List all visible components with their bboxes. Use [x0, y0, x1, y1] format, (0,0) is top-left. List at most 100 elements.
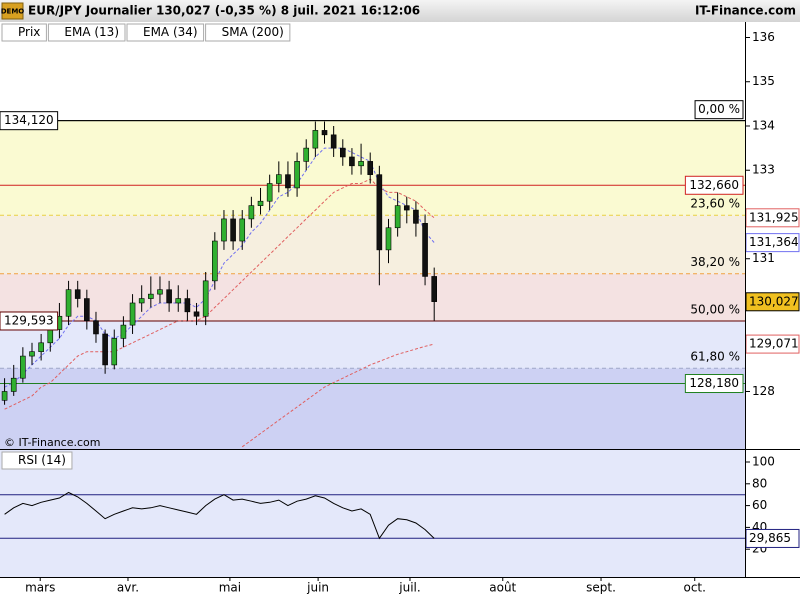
- price-tag: 29,865: [749, 531, 791, 545]
- candle-body: [285, 174, 291, 189]
- candle-body: [239, 218, 246, 242]
- indicator-line: [241, 343, 435, 448]
- y-tick-label: 135: [752, 74, 775, 88]
- candle-body: [376, 174, 383, 251]
- legend-box: [1, 23, 47, 42]
- legend-label: Prix: [18, 25, 40, 39]
- fib-tag-box: [694, 100, 744, 120]
- rsi-line: [4, 491, 435, 540]
- title-bar: [0, 0, 800, 22]
- candle-body: [431, 276, 438, 302]
- legend-box: [205, 23, 291, 42]
- candle-body: [47, 329, 54, 344]
- candle-body: [321, 130, 328, 136]
- y-tick-label: 60: [752, 498, 767, 512]
- candle-body: [74, 289, 81, 299]
- candle-body: [84, 298, 90, 321]
- candle-body: [202, 280, 209, 317]
- fib-label: 38,20 %: [690, 255, 740, 269]
- candle-body: [257, 200, 264, 206]
- level-tag: 129,593: [0, 311, 59, 331]
- x-tick-label: août: [489, 581, 516, 595]
- candle-body: [1, 391, 8, 401]
- chart-title: EUR/JPY Journalier 130,027 (-0,35 %) 8 j…: [28, 4, 420, 18]
- candle-body: [266, 183, 273, 202]
- x-tick-label: oct.: [683, 581, 705, 595]
- fib-tag: 61,80 %: [690, 350, 740, 364]
- candle-body: [38, 342, 44, 352]
- fib-band: [0, 215, 745, 274]
- candle-body: [422, 223, 428, 277]
- candle-body: [339, 147, 346, 158]
- badge-box: [1, 2, 24, 20]
- fib-tag: 38,20 %: [690, 255, 740, 269]
- candle-body: [276, 174, 282, 184]
- candle-body: [157, 289, 163, 295]
- candle-body: [367, 161, 374, 175]
- badge: DEMO: [1, 8, 25, 16]
- fib-tag: 0,00 %: [694, 100, 744, 120]
- candle-body: [120, 324, 127, 339]
- panel-background: [0, 450, 745, 577]
- watermark: © IT-Finance.com: [4, 436, 101, 449]
- candle-body: [111, 338, 118, 366]
- indicator-line: [4, 178, 435, 410]
- candle-body: [10, 377, 17, 392]
- candle-body: [394, 205, 401, 229]
- candle-body: [20, 355, 26, 379]
- candle-body: [248, 205, 255, 220]
- x-tick-label: sept.: [586, 581, 616, 595]
- y-tick-label: 80: [752, 476, 767, 490]
- x-tick-label: avr.: [117, 581, 139, 595]
- legend-box: [1, 451, 73, 470]
- candle-body: [312, 130, 319, 149]
- y-tick-label: 131: [752, 251, 775, 265]
- fib-tag: 50,00 %: [690, 302, 740, 316]
- level-tag: 134,120: [0, 111, 59, 131]
- legend-box: [126, 23, 205, 42]
- level-label: 132,660: [689, 178, 739, 192]
- price-tag: 131,364: [749, 235, 799, 249]
- legend-label: EMA (34): [143, 25, 198, 39]
- fib-label: 61,80 %: [690, 350, 740, 364]
- candle-body: [166, 289, 172, 304]
- candle-body: [358, 161, 364, 167]
- candle-body: [65, 289, 72, 317]
- candle-body: [330, 134, 337, 149]
- level-label: 128,180: [689, 376, 739, 390]
- y-tick-label: 136: [752, 30, 775, 44]
- source: IT-Finance.com: [695, 4, 796, 18]
- price-tag: 131,925: [749, 210, 799, 224]
- level-label: 129,593: [4, 313, 54, 327]
- fib-band: [0, 368, 745, 449]
- legend-label: SMA (200): [222, 25, 284, 39]
- x-tick-label: juil.: [398, 581, 420, 595]
- y-tick-label: 134: [752, 118, 775, 132]
- level-tag-box: [684, 175, 744, 195]
- x-tick-label: mars: [25, 581, 55, 595]
- candle-body: [385, 227, 392, 251]
- legend-label: RSI (14): [18, 453, 66, 467]
- legend-label: EMA (13): [64, 25, 119, 39]
- level-tag: 132,660: [684, 175, 744, 195]
- y-tick-label: 133: [752, 163, 775, 177]
- candle-body: [403, 205, 410, 211]
- candle-body: [221, 218, 227, 242]
- candle-body: [230, 218, 236, 242]
- candle-body: [29, 351, 35, 357]
- candle-body: [184, 298, 191, 313]
- x-tick-label: mai: [219, 581, 241, 595]
- level-tag: 128,180: [684, 374, 744, 394]
- candle-body: [303, 147, 310, 162]
- candle-body: [93, 320, 99, 335]
- level-tag-box: [0, 311, 59, 331]
- candle-body: [294, 161, 300, 189]
- y-tick-label: 128: [752, 384, 775, 398]
- plot-area: © IT-Finance.com 134,120 132,660 129,593 128…: [0, 22, 800, 595]
- candle-body: [129, 302, 136, 326]
- fib-label: 0,00 %: [698, 102, 740, 116]
- candle-body: [193, 311, 200, 317]
- candle-body: [148, 293, 154, 299]
- price-tag: 130,027: [749, 294, 799, 308]
